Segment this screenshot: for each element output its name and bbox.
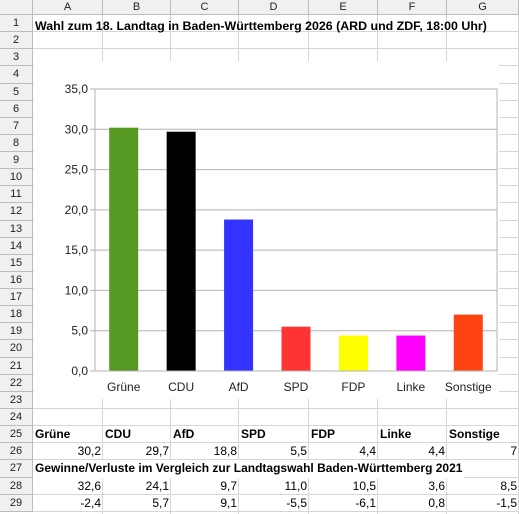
sheet-title-cell[interactable]: Wahl zum 18. Landtag in Baden-Württember… <box>35 19 487 33</box>
y-tick-label: 35,0 <box>65 82 89 96</box>
row-header-20[interactable]: 20 <box>0 340 33 358</box>
comparison-title-cell[interactable]: Gewinne/Verluste im Vergleich zur Landta… <box>33 460 465 478</box>
difference-cell[interactable]: -1,5 <box>496 495 517 510</box>
party-header-cell[interactable]: Sonstige <box>449 427 500 442</box>
difference-cell[interactable]: 9,1 <box>220 495 237 510</box>
difference-cell[interactable]: 0,8 <box>428 495 445 510</box>
row-header-15[interactable]: 15 <box>0 254 33 272</box>
plot-area-frame <box>94 88 498 372</box>
result-2021-cell[interactable]: 3,6 <box>428 478 445 493</box>
row-header-8[interactable]: 8 <box>0 134 33 153</box>
bar-spd[interactable] <box>281 326 311 371</box>
chart-background <box>34 61 499 399</box>
party-header-cell[interactable]: FDP <box>311 427 335 442</box>
row-header-4[interactable]: 4 <box>0 66 33 84</box>
row-header-23[interactable]: 23 <box>0 391 33 409</box>
bar-gr-ne[interactable] <box>109 127 139 371</box>
bar-afd[interactable] <box>224 219 254 371</box>
row-header-21[interactable]: 21 <box>0 357 33 375</box>
row-header-17[interactable]: 17 <box>0 289 33 307</box>
x-tick-label: SPD <box>284 380 309 394</box>
column-header-b[interactable]: B <box>103 0 171 15</box>
row-header-10[interactable]: 10 <box>0 169 33 187</box>
x-tick-label: AfD <box>229 380 249 394</box>
y-tick-labels: 0,0 5,0 10,0 15,0 20,0 25,0 30,0 35,0 <box>65 82 89 378</box>
row-header-18[interactable]: 18 <box>0 306 33 324</box>
row-header-22[interactable]: 22 <box>0 374 33 392</box>
result-cell[interactable]: 30,2 <box>77 444 101 459</box>
party-header-cell[interactable]: Linke <box>380 427 412 442</box>
x-tick-label: CDU <box>168 380 194 394</box>
result-cell[interactable]: 4,4 <box>428 444 445 459</box>
party-header-cell[interactable]: SPD <box>241 427 266 442</box>
column-header-e[interactable]: E <box>309 0 378 15</box>
row-header-26[interactable]: 26 <box>0 443 33 461</box>
row-header-6[interactable]: 6 <box>0 100 33 118</box>
y-tick-label: 25,0 <box>65 163 89 177</box>
party-header-cell[interactable]: Grüne <box>35 427 71 442</box>
column-header-c[interactable]: C <box>171 0 239 15</box>
x-tick-label: Grüne <box>107 380 141 394</box>
x-tick-label: Linke <box>397 380 426 394</box>
difference-cell[interactable]: 5,7 <box>152 495 169 510</box>
column-header-f[interactable]: F <box>378 0 447 15</box>
result-2021-cell[interactable]: 11,0 <box>284 478 307 493</box>
row-header-1[interactable]: 1 <box>0 15 33 33</box>
result-2021-cell[interactable]: 8,5 <box>500 478 517 493</box>
bar-cdu[interactable] <box>166 131 196 371</box>
row-header-14[interactable]: 14 <box>0 237 33 255</box>
x-tick-label: Sonstige <box>445 380 492 394</box>
y-tick-label: 20,0 <box>65 203 89 217</box>
row-header-5[interactable]: 5 <box>0 83 33 101</box>
result-cell[interactable]: 7 <box>510 444 517 459</box>
difference-cell[interactable]: -2,4 <box>80 495 101 510</box>
row-header-9[interactable]: 9 <box>0 152 33 170</box>
row-header-25[interactable]: 25 <box>0 426 33 444</box>
result-2021-cell[interactable]: 9,7 <box>220 478 237 493</box>
row-header-3[interactable]: 3 <box>0 49 33 67</box>
difference-cell[interactable]: -5,5 <box>286 495 307 510</box>
result-2021-cell[interactable]: 24,1 <box>145 478 169 493</box>
row-header-13[interactable]: 13 <box>0 220 33 238</box>
result-cell[interactable]: 4,4 <box>359 444 376 459</box>
result-cell[interactable]: 18,8 <box>213 444 237 459</box>
bar-fdp[interactable] <box>338 335 368 371</box>
y-tick-label: 5,0 <box>71 324 88 338</box>
y-tick-label: 30,0 <box>65 122 89 136</box>
row-header-29[interactable]: 29 <box>0 494 33 512</box>
result-2021-cell[interactable]: 32,6 <box>77 478 101 493</box>
bars <box>109 127 483 371</box>
x-tick-labels: Grüne CDU AfD SPD FDP Linke Sonstige <box>107 380 492 394</box>
result-2021-cell[interactable]: 10,5 <box>352 478 376 493</box>
row-header-28[interactable]: 28 <box>0 477 33 495</box>
party-header-cell[interactable]: AfD <box>173 427 195 442</box>
column-header-g[interactable]: G <box>447 0 519 15</box>
difference-cell[interactable]: -6,1 <box>355 495 376 510</box>
select-all-corner[interactable] <box>0 0 33 15</box>
row-header-24[interactable]: 24 <box>0 408 33 427</box>
y-tick-label: 0,0 <box>71 364 88 378</box>
row-header-16[interactable]: 16 <box>0 271 33 290</box>
row-header-27[interactable]: 27 <box>0 460 33 478</box>
bar-chart[interactable]: 0,0 5,0 10,0 15,0 20,0 25,0 30,0 35,0 Grüne CDU A… <box>34 61 499 399</box>
bar-linke[interactable] <box>396 335 426 371</box>
row-header-19[interactable]: 19 <box>0 323 33 341</box>
result-cell[interactable]: 5,5 <box>290 444 307 459</box>
row-header-11[interactable]: 11 <box>0 186 33 204</box>
row-header-2[interactable]: 2 <box>0 32 33 50</box>
x-tick-label: FDP <box>341 380 365 394</box>
row-header-12[interactable]: 12 <box>0 203 33 221</box>
party-header-cell[interactable]: CDU <box>105 427 131 442</box>
result-cell[interactable]: 29,7 <box>145 444 169 459</box>
bar-sonstige[interactable] <box>453 314 483 371</box>
column-header-d[interactable]: D <box>239 0 309 15</box>
y-tick-label: 15,0 <box>65 243 89 257</box>
row-header-7[interactable]: 7 <box>0 117 33 135</box>
column-header-a[interactable]: A <box>33 0 103 15</box>
y-tick-label: 10,0 <box>65 283 89 297</box>
